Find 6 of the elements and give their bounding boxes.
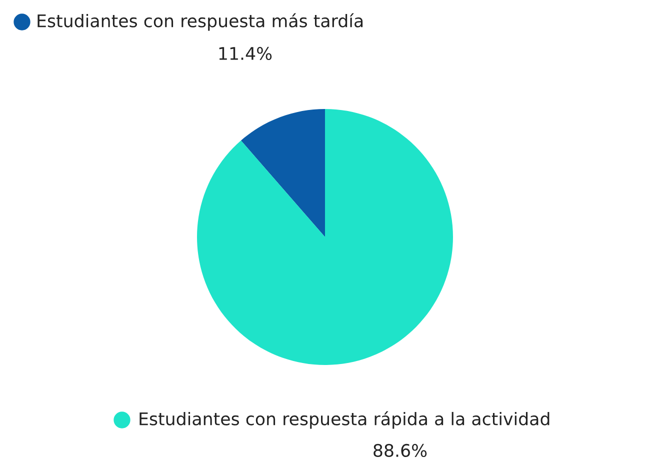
pie-slice [240,109,325,237]
legend-label: Estudiantes con respuesta más tardía [38,13,363,31]
pie-slice [197,109,453,365]
data-label: 88.6% [374,444,427,458]
legend-label: Estudiantes con respuesta rápida a la actividad [140,411,550,429]
data-label: 11.4% [219,46,272,60]
